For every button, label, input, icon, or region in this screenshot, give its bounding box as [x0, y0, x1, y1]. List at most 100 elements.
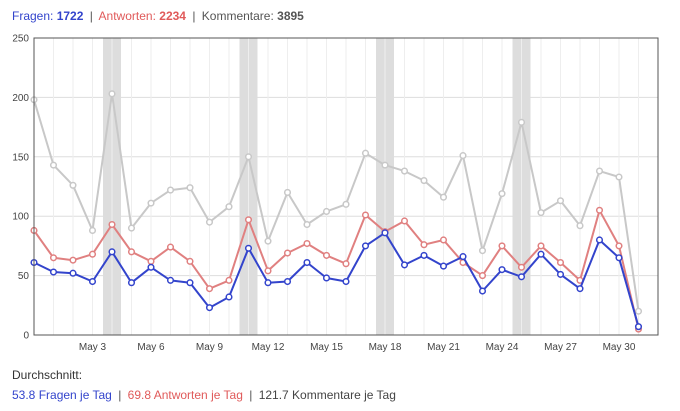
questions-data-point	[439, 262, 448, 270]
questions-data-point	[322, 274, 331, 282]
x-tick-label: May 6	[137, 342, 165, 353]
questions-data-point	[634, 323, 643, 331]
comments-data-point	[615, 173, 623, 181]
questions-data-point	[303, 258, 311, 267]
comments-data-point	[537, 209, 545, 217]
averages-line: 53.8 Fragen je Tag | 69.8 Antworten je T…	[12, 388, 396, 402]
comments-data-point	[303, 220, 311, 229]
answers-data-point	[537, 242, 545, 250]
averages-title: Durchschnitt:	[12, 368, 83, 382]
questions-data-point	[400, 261, 409, 269]
answers-data-point	[225, 276, 233, 284]
x-tick-label: May 18	[369, 342, 402, 353]
questions-data-point	[186, 279, 194, 287]
comments-data-point	[576, 222, 584, 230]
comments-data-point	[556, 197, 565, 205]
comments-data-point	[322, 207, 331, 215]
comments-data-point	[186, 184, 194, 192]
comments-data-point	[264, 237, 272, 245]
comments-data-point	[244, 153, 253, 161]
separator: |	[118, 388, 122, 402]
questions-data-point	[49, 268, 58, 276]
questions-data-point	[576, 285, 584, 293]
comments-data-point	[108, 90, 116, 98]
questions-data-point	[69, 269, 77, 277]
questions-data-point	[127, 279, 136, 287]
questions-data-point	[205, 304, 214, 312]
answers-data-point	[342, 260, 350, 268]
comments-data-point	[439, 193, 448, 201]
questions-data-point	[108, 248, 116, 256]
x-tick-label: May 3	[79, 342, 107, 353]
questions-data-point	[556, 270, 565, 278]
questions-data-point	[517, 273, 526, 281]
answers-data-point	[498, 242, 506, 250]
comments-data-point	[49, 161, 58, 169]
comments-data-point	[69, 181, 77, 189]
answers-data-point	[439, 236, 448, 244]
questions-data-point	[381, 229, 389, 237]
answers-data-point	[361, 211, 370, 219]
comments-total-label: Kommentare:	[201, 9, 274, 23]
comments-total-value: 3895	[277, 9, 304, 23]
comments-data-point	[225, 203, 233, 211]
questions-data-point	[498, 266, 506, 274]
comments-data-point	[283, 188, 292, 196]
questions-data-point	[478, 287, 487, 295]
answers-data-point	[108, 220, 116, 229]
questions-data-point	[147, 263, 155, 271]
answers-data-point	[69, 256, 77, 264]
comments-data-point	[595, 167, 604, 175]
activity-line-chart: 0 50 100 150 200 250 May 3 May 6 May 9 May 12 May …	[12, 34, 659, 353]
questions-series-line	[33, 231, 640, 327]
comments-data-point	[459, 152, 467, 160]
x-tick-label: May 9	[196, 342, 224, 353]
answers-data-point	[517, 263, 526, 271]
answers-data-point	[127, 248, 136, 256]
x-tick-label: May 24	[486, 342, 519, 353]
questions-data-point	[459, 253, 467, 261]
separator: |	[249, 388, 253, 402]
comments-data-point	[342, 200, 350, 208]
answers-total-value: 2234	[159, 9, 186, 23]
y-tick-label: 50	[18, 271, 30, 282]
comments-data-point	[478, 247, 487, 255]
answers-data-point	[244, 216, 253, 224]
y-tick-label: 0	[23, 331, 29, 342]
comments-data-point	[381, 161, 389, 169]
questions-total-value: 1722	[56, 9, 84, 23]
y-tick-label: 250	[12, 34, 29, 45]
comments-average: 121.7 Kommentare je Tag	[258, 388, 396, 402]
questions-data-point	[361, 242, 370, 250]
answers-data-point	[322, 251, 331, 259]
comments-data-point	[166, 186, 175, 194]
y-tick-label: 150	[12, 152, 29, 163]
y-tick-label: 100	[12, 212, 29, 223]
answers-data-point	[615, 242, 623, 250]
comments-data-point	[147, 199, 155, 207]
answers-data-point	[283, 249, 292, 257]
x-tick-label: May 12	[252, 342, 285, 353]
comments-data-point	[634, 307, 643, 315]
comments-data-point	[88, 226, 97, 235]
questions-data-point	[595, 236, 604, 244]
answers-data-point	[88, 250, 97, 258]
questions-data-point	[537, 250, 545, 258]
answers-total-label: Antworten:	[98, 9, 156, 23]
questions-data-point	[283, 277, 292, 286]
comments-data-point	[517, 118, 526, 126]
answers-data-point	[400, 217, 409, 225]
answers-data-point	[420, 241, 428, 249]
comments-data-point	[420, 177, 428, 185]
answers-data-point	[205, 285, 214, 293]
comments-series-line	[33, 92, 640, 312]
answers-average: 69.8 Antworten je Tag	[127, 388, 243, 402]
comments-data-point	[400, 167, 409, 175]
separator: |	[192, 9, 196, 23]
header-totals: Fragen: 1722 | Antworten: 2234 | Komment…	[12, 9, 304, 23]
separator: |	[89, 9, 93, 23]
y-tick-label: 200	[12, 93, 29, 104]
questions-data-point	[166, 276, 175, 284]
answers-data-point	[303, 239, 311, 248]
questions-data-point	[244, 244, 253, 252]
